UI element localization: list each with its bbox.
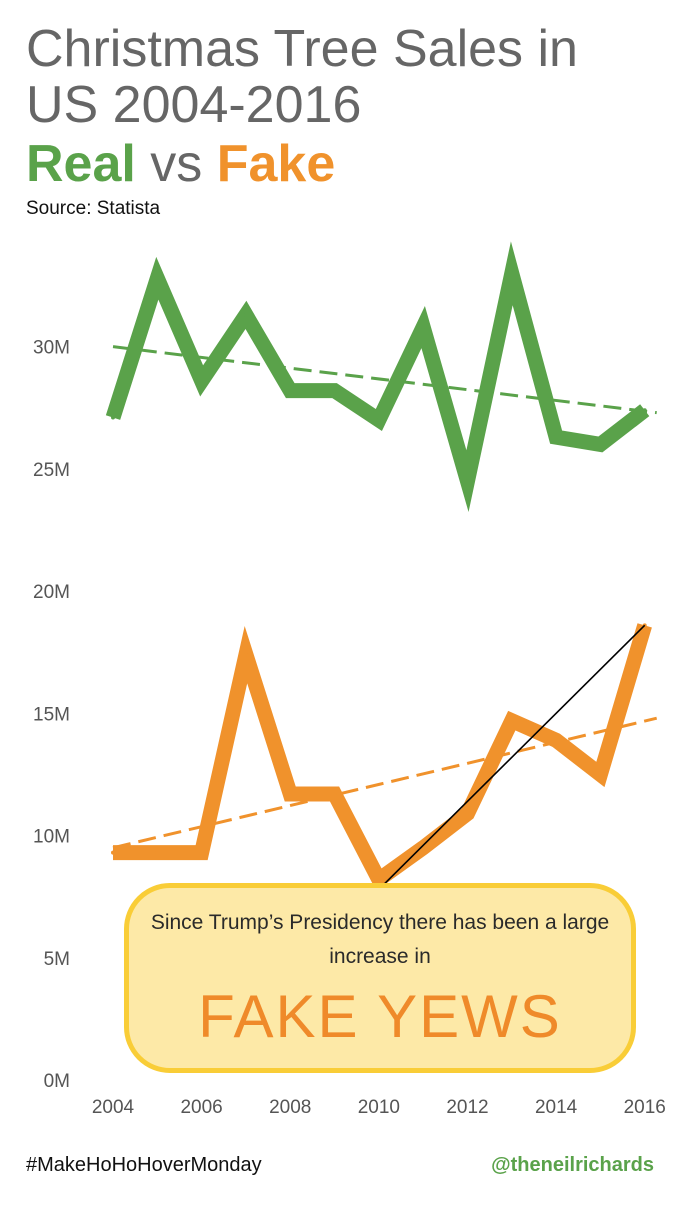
data-point-real: [332, 388, 337, 393]
data-point-fake: [243, 652, 248, 657]
y-tick-label: 5M: [44, 949, 70, 970]
data-point-real: [111, 415, 116, 420]
subtitle-vs: vs: [150, 135, 203, 193]
y-tick-label: 0M: [44, 1071, 70, 1092]
data-point-real: [465, 479, 470, 484]
data-point-real: [598, 442, 603, 447]
x-tick-label: 2008: [269, 1097, 311, 1118]
source-note: Source: Statista: [26, 198, 161, 219]
subtitle-fake: Fake: [216, 135, 336, 193]
y-tick-label: 30M: [33, 338, 70, 359]
y-tick-label: 10M: [33, 827, 70, 848]
data-point-fake: [554, 738, 559, 743]
footer-handle: @theneilrichards: [491, 1154, 654, 1176]
data-point-fake: [509, 718, 514, 723]
subtitle-real: Real: [26, 135, 136, 193]
data-point-real: [509, 271, 514, 276]
data-point-real: [288, 388, 293, 393]
chart-title-line-2: US 2004-2016: [26, 76, 362, 134]
callout-text: Since Trump’s Presidency there has been …: [150, 911, 610, 968]
data-point-fake: [465, 811, 470, 816]
series-line-fake: [113, 623, 652, 891]
data-point-real: [243, 312, 248, 317]
annotation-callout: Since Trump’s Presidency there has been …: [124, 883, 636, 1073]
data-point-real: [199, 378, 204, 383]
x-tick-label: 2006: [180, 1097, 222, 1118]
data-point-fake: [199, 850, 204, 855]
x-tick-label: 2014: [535, 1097, 578, 1118]
footer-hashtag: #MakeHoHoHoverMonday: [26, 1154, 262, 1176]
chart-title-line-1: Christmas Tree Sales in: [26, 20, 578, 78]
data-point-real: [155, 276, 160, 281]
data-point-real: [421, 325, 426, 330]
data-point-fake: [288, 792, 293, 796]
x-tick-label: 2004: [92, 1097, 135, 1118]
data-point-fake: [332, 792, 337, 796]
data-point-fake: [376, 877, 381, 882]
callout-headline: FAKE YEWS: [198, 983, 562, 1050]
chart-subtitle: Real vs Fake: [26, 136, 335, 192]
series-line-real: [105, 241, 650, 512]
data-point-fake: [598, 772, 603, 777]
y-tick-label: 15M: [33, 704, 70, 725]
data-point-real: [376, 418, 381, 422]
x-tick-label: 2010: [358, 1097, 400, 1118]
trend-line-real: [112, 345, 657, 415]
data-point-real: [642, 408, 647, 413]
y-tick-label: 25M: [33, 460, 70, 481]
x-tick-label: 2012: [446, 1097, 488, 1118]
data-point-real: [554, 435, 559, 440]
annotation-line: [378, 624, 646, 890]
x-tick-label: 2016: [624, 1097, 666, 1118]
data-point-fake: [155, 850, 160, 855]
trend-line-fake: [112, 716, 658, 850]
y-tick-label: 20M: [33, 582, 70, 603]
data-point-fake: [111, 850, 116, 855]
